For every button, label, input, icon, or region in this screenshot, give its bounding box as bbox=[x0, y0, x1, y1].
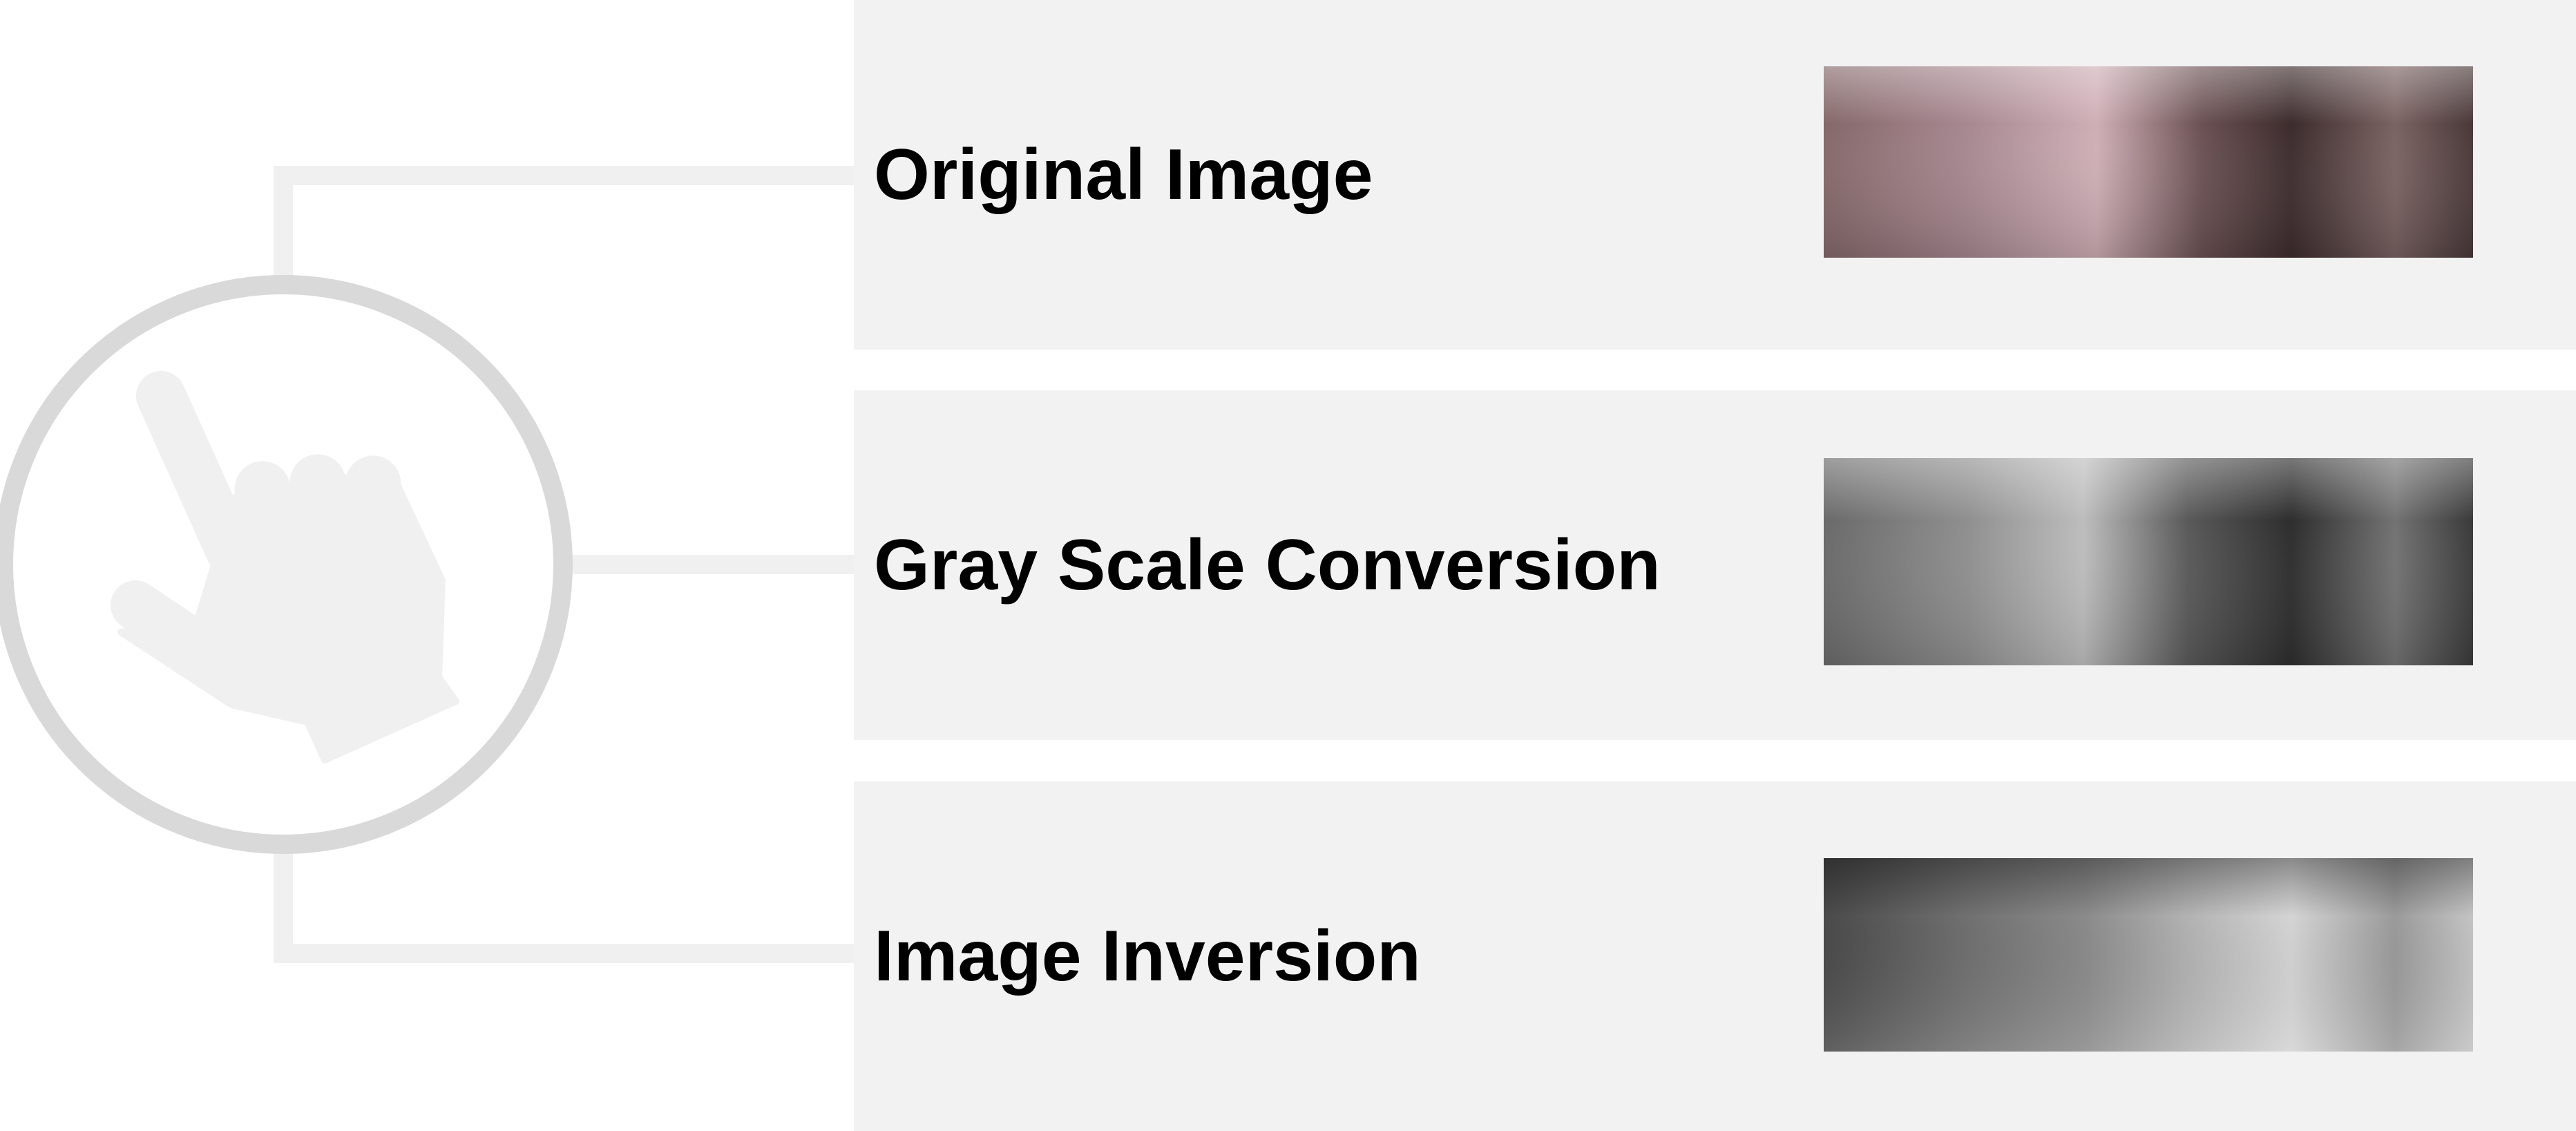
step-panel-inversion: Image Inversion bbox=[854, 781, 2576, 1131]
connector-lines bbox=[274, 166, 854, 963]
step-panel-original: Original Image bbox=[854, 0, 2576, 350]
step-label-original: Original Image bbox=[874, 134, 1373, 215]
grayscale-thumbnail bbox=[1824, 458, 2473, 665]
step-panel-grayscale: Gray Scale Conversion bbox=[854, 390, 2576, 740]
touch-hand-icon bbox=[111, 371, 459, 763]
original-thumbnail bbox=[1824, 66, 2473, 258]
connector-bottom bbox=[274, 847, 854, 963]
step-label-grayscale: Gray Scale Conversion bbox=[874, 524, 1661, 605]
step-label-inversion: Image Inversion bbox=[874, 915, 1421, 996]
inverted-thumbnail bbox=[1824, 858, 2473, 1052]
connector-top bbox=[274, 166, 854, 283]
